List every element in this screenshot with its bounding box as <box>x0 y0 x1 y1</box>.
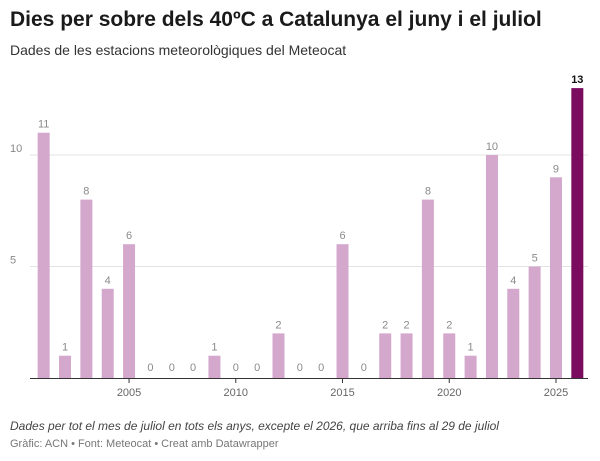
bar-2003 <box>80 199 93 378</box>
bar-2024 <box>528 266 541 378</box>
source-chart: Gràfic: ACN <box>10 438 69 450</box>
value-label-2025: 9 <box>553 163 559 175</box>
x-tick-label-2010: 2010 <box>224 387 248 399</box>
bar-2009 <box>208 355 221 378</box>
value-label-2016: 0 <box>361 362 367 374</box>
value-label-2005: 6 <box>126 230 132 242</box>
gridlines <box>30 154 588 267</box>
value-label-2008: 0 <box>190 362 196 374</box>
value-label-2011: 0 <box>254 362 260 374</box>
value-label-2023: 4 <box>510 275 516 287</box>
value-label-2010: 0 <box>233 362 239 374</box>
value-label-2024: 5 <box>532 253 538 265</box>
value-label-2018: 2 <box>403 319 409 331</box>
x-tick-label-2005: 2005 <box>117 387 141 399</box>
source-data: Font: Meteocat <box>77 438 152 450</box>
value-label-2009: 1 <box>211 342 217 354</box>
value-label-2004: 4 <box>105 275 111 287</box>
y-tick-label: 5 <box>10 255 16 267</box>
value-label-2003: 8 <box>83 186 89 198</box>
value-label-2017: 2 <box>382 319 388 331</box>
value-label-2006: 0 <box>147 362 153 374</box>
value-label-2020: 2 <box>446 319 452 331</box>
x-tick-label-2020: 2020 <box>437 387 461 399</box>
value-label-2014: 0 <box>318 362 324 374</box>
value-label-2013: 0 <box>297 362 303 374</box>
chart-subtitle: Dades de les estacions meteorològiques d… <box>10 42 347 58</box>
bar-2001 <box>37 132 50 378</box>
bar-2021 <box>464 355 477 378</box>
bar-2012 <box>272 333 285 378</box>
bar-2022 <box>485 155 498 378</box>
source-tool: Creat amb Datawrapper <box>161 438 279 450</box>
bar-2023 <box>507 288 520 378</box>
bar-2025 <box>549 177 562 378</box>
bar-2019 <box>421 199 434 378</box>
chart-title: Dies per sobre dels 40ºC a Catalunya el … <box>10 8 542 31</box>
value-label-2021: 1 <box>468 342 474 354</box>
bar-2004 <box>101 288 114 378</box>
y-tick-label: 10 <box>10 143 22 155</box>
value-label-2007: 0 <box>169 362 175 374</box>
x-tick-label-2025: 2025 <box>544 387 568 399</box>
separator: • <box>154 438 159 450</box>
bar-2017 <box>379 333 392 378</box>
bar-2015 <box>336 244 349 378</box>
value-label-2019: 8 <box>425 186 431 198</box>
bar-2026 <box>571 88 584 378</box>
bars <box>37 88 584 378</box>
value-label-2022: 10 <box>486 141 498 153</box>
bar-2005 <box>123 244 136 378</box>
separator: • <box>71 438 75 450</box>
x-tick-label-2015: 2015 <box>330 387 354 399</box>
value-label-2001: 11 <box>38 119 49 131</box>
bar-2018 <box>400 333 413 378</box>
value-label-2026: 13 <box>571 74 583 86</box>
footnote: Dades per tot el mes de juliol en tots e… <box>10 419 499 433</box>
source-line: Gràfic: ACN • Font: Meteocat • Creat amb Dat… <box>10 438 279 450</box>
value-label-2015: 6 <box>339 230 345 242</box>
value-label-2002: 1 <box>62 342 68 354</box>
value-label-2012: 2 <box>275 319 281 331</box>
bar-2002 <box>59 355 72 378</box>
bar-2020 <box>443 333 456 378</box>
